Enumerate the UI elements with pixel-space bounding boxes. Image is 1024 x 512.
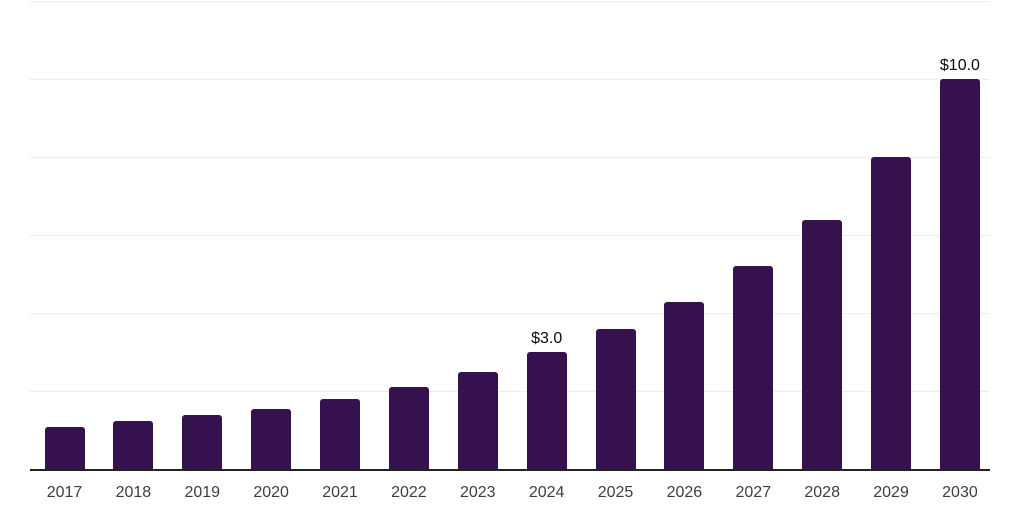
bar-value-label-2030: $10.0 — [939, 57, 980, 74]
gridline-12 — [30, 0, 990, 2]
x-tick-label-2022: 2022 — [391, 484, 427, 501]
bar-2027 — [733, 266, 774, 470]
x-tick-label-2025: 2025 — [597, 484, 634, 501]
bar-2021 — [320, 399, 361, 470]
bar-2024 — [526, 352, 567, 470]
bar-2018 — [113, 420, 154, 470]
x-tick-label-2027: 2027 — [735, 484, 772, 501]
bar-2030 — [939, 79, 980, 470]
x-tick-label-2021: 2021 — [322, 484, 358, 501]
gridline-10 — [30, 79, 990, 80]
bar-2026 — [664, 301, 705, 470]
bar-2023 — [457, 371, 498, 470]
x-axis-line — [30, 469, 990, 471]
x-tick-label-2020: 2020 — [253, 484, 289, 501]
gridline-2 — [30, 391, 990, 393]
bar-2029 — [871, 157, 912, 470]
x-tick-label-2019: 2019 — [184, 484, 221, 501]
x-tick-label-2028: 2028 — [804, 484, 840, 501]
gridline-8 — [30, 157, 990, 159]
gridline-4 — [30, 313, 990, 315]
x-tick-label-2026: 2026 — [666, 484, 703, 501]
x-tick-label-2030: 2030 — [942, 484, 978, 501]
x-tick-label-2023: 2023 — [459, 484, 496, 501]
gridline-6 — [30, 235, 990, 237]
x-tick-label-2029: 2029 — [873, 484, 909, 501]
bar-2019 — [182, 414, 223, 470]
bar-2025 — [595, 328, 636, 470]
bar-2017 — [44, 426, 85, 470]
x-tick-label-2024: 2024 — [528, 484, 565, 501]
bar-value-label-2024: $3.0 — [531, 330, 563, 348]
bar-2022 — [388, 387, 429, 470]
x-tick-label-2018: 2018 — [115, 484, 152, 501]
x-tick-label-2017: 2017 — [46, 484, 83, 501]
bar-2028 — [802, 219, 843, 470]
bar-2020 — [251, 408, 292, 470]
